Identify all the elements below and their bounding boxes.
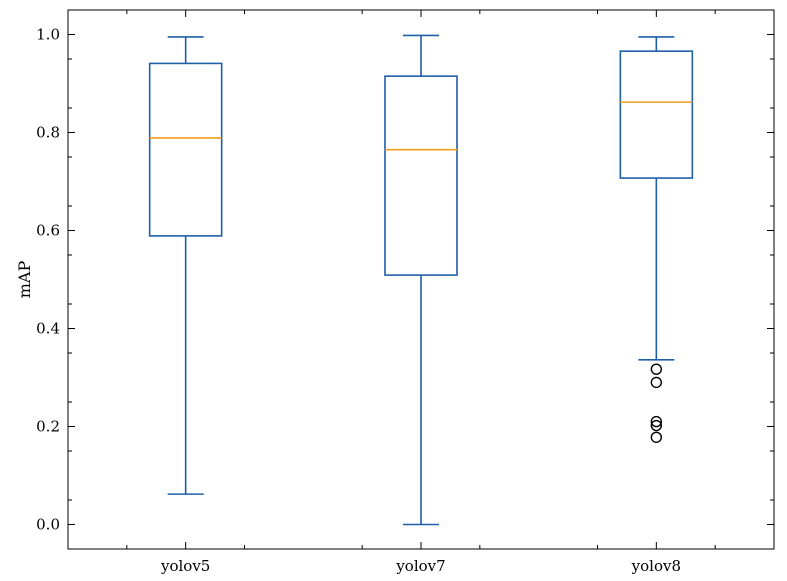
boxes bbox=[148, 34, 694, 526]
y-tick-label: 0.2 bbox=[36, 418, 60, 436]
outlier-point bbox=[650, 431, 663, 443]
y-tick-label: 0.0 bbox=[36, 516, 60, 534]
minor-ticks bbox=[68, 9, 774, 549]
y-axis-label: mAP bbox=[15, 261, 34, 299]
major-ticks bbox=[68, 10, 774, 549]
box-iqr bbox=[384, 75, 458, 276]
y-tick-label: 1.0 bbox=[36, 26, 60, 44]
box-yolov5 bbox=[148, 36, 223, 495]
box-iqr bbox=[619, 50, 694, 179]
x-tick-label: yolov8 bbox=[631, 557, 681, 575]
plot-frame bbox=[67, 9, 775, 550]
y-tick-label: 0.4 bbox=[36, 320, 60, 338]
box-iqr bbox=[148, 62, 223, 237]
box-yolov7 bbox=[384, 34, 458, 526]
y-tick-label: 0.8 bbox=[36, 124, 60, 142]
tick-labels: 0.0 0.2 0.4 0.6 0.8 1.0 yolov5 yolov7 yolov8 bbox=[36, 26, 681, 576]
outlier-point bbox=[650, 363, 663, 375]
outlier-point bbox=[650, 415, 663, 428]
x-tick-label: yolov5 bbox=[160, 557, 210, 575]
x-tick-label: yolov7 bbox=[395, 557, 445, 575]
outlier-point bbox=[650, 419, 663, 432]
outlier-point bbox=[650, 376, 663, 389]
y-tick-label: 0.6 bbox=[36, 222, 60, 240]
box-yolov8 bbox=[619, 36, 694, 443]
